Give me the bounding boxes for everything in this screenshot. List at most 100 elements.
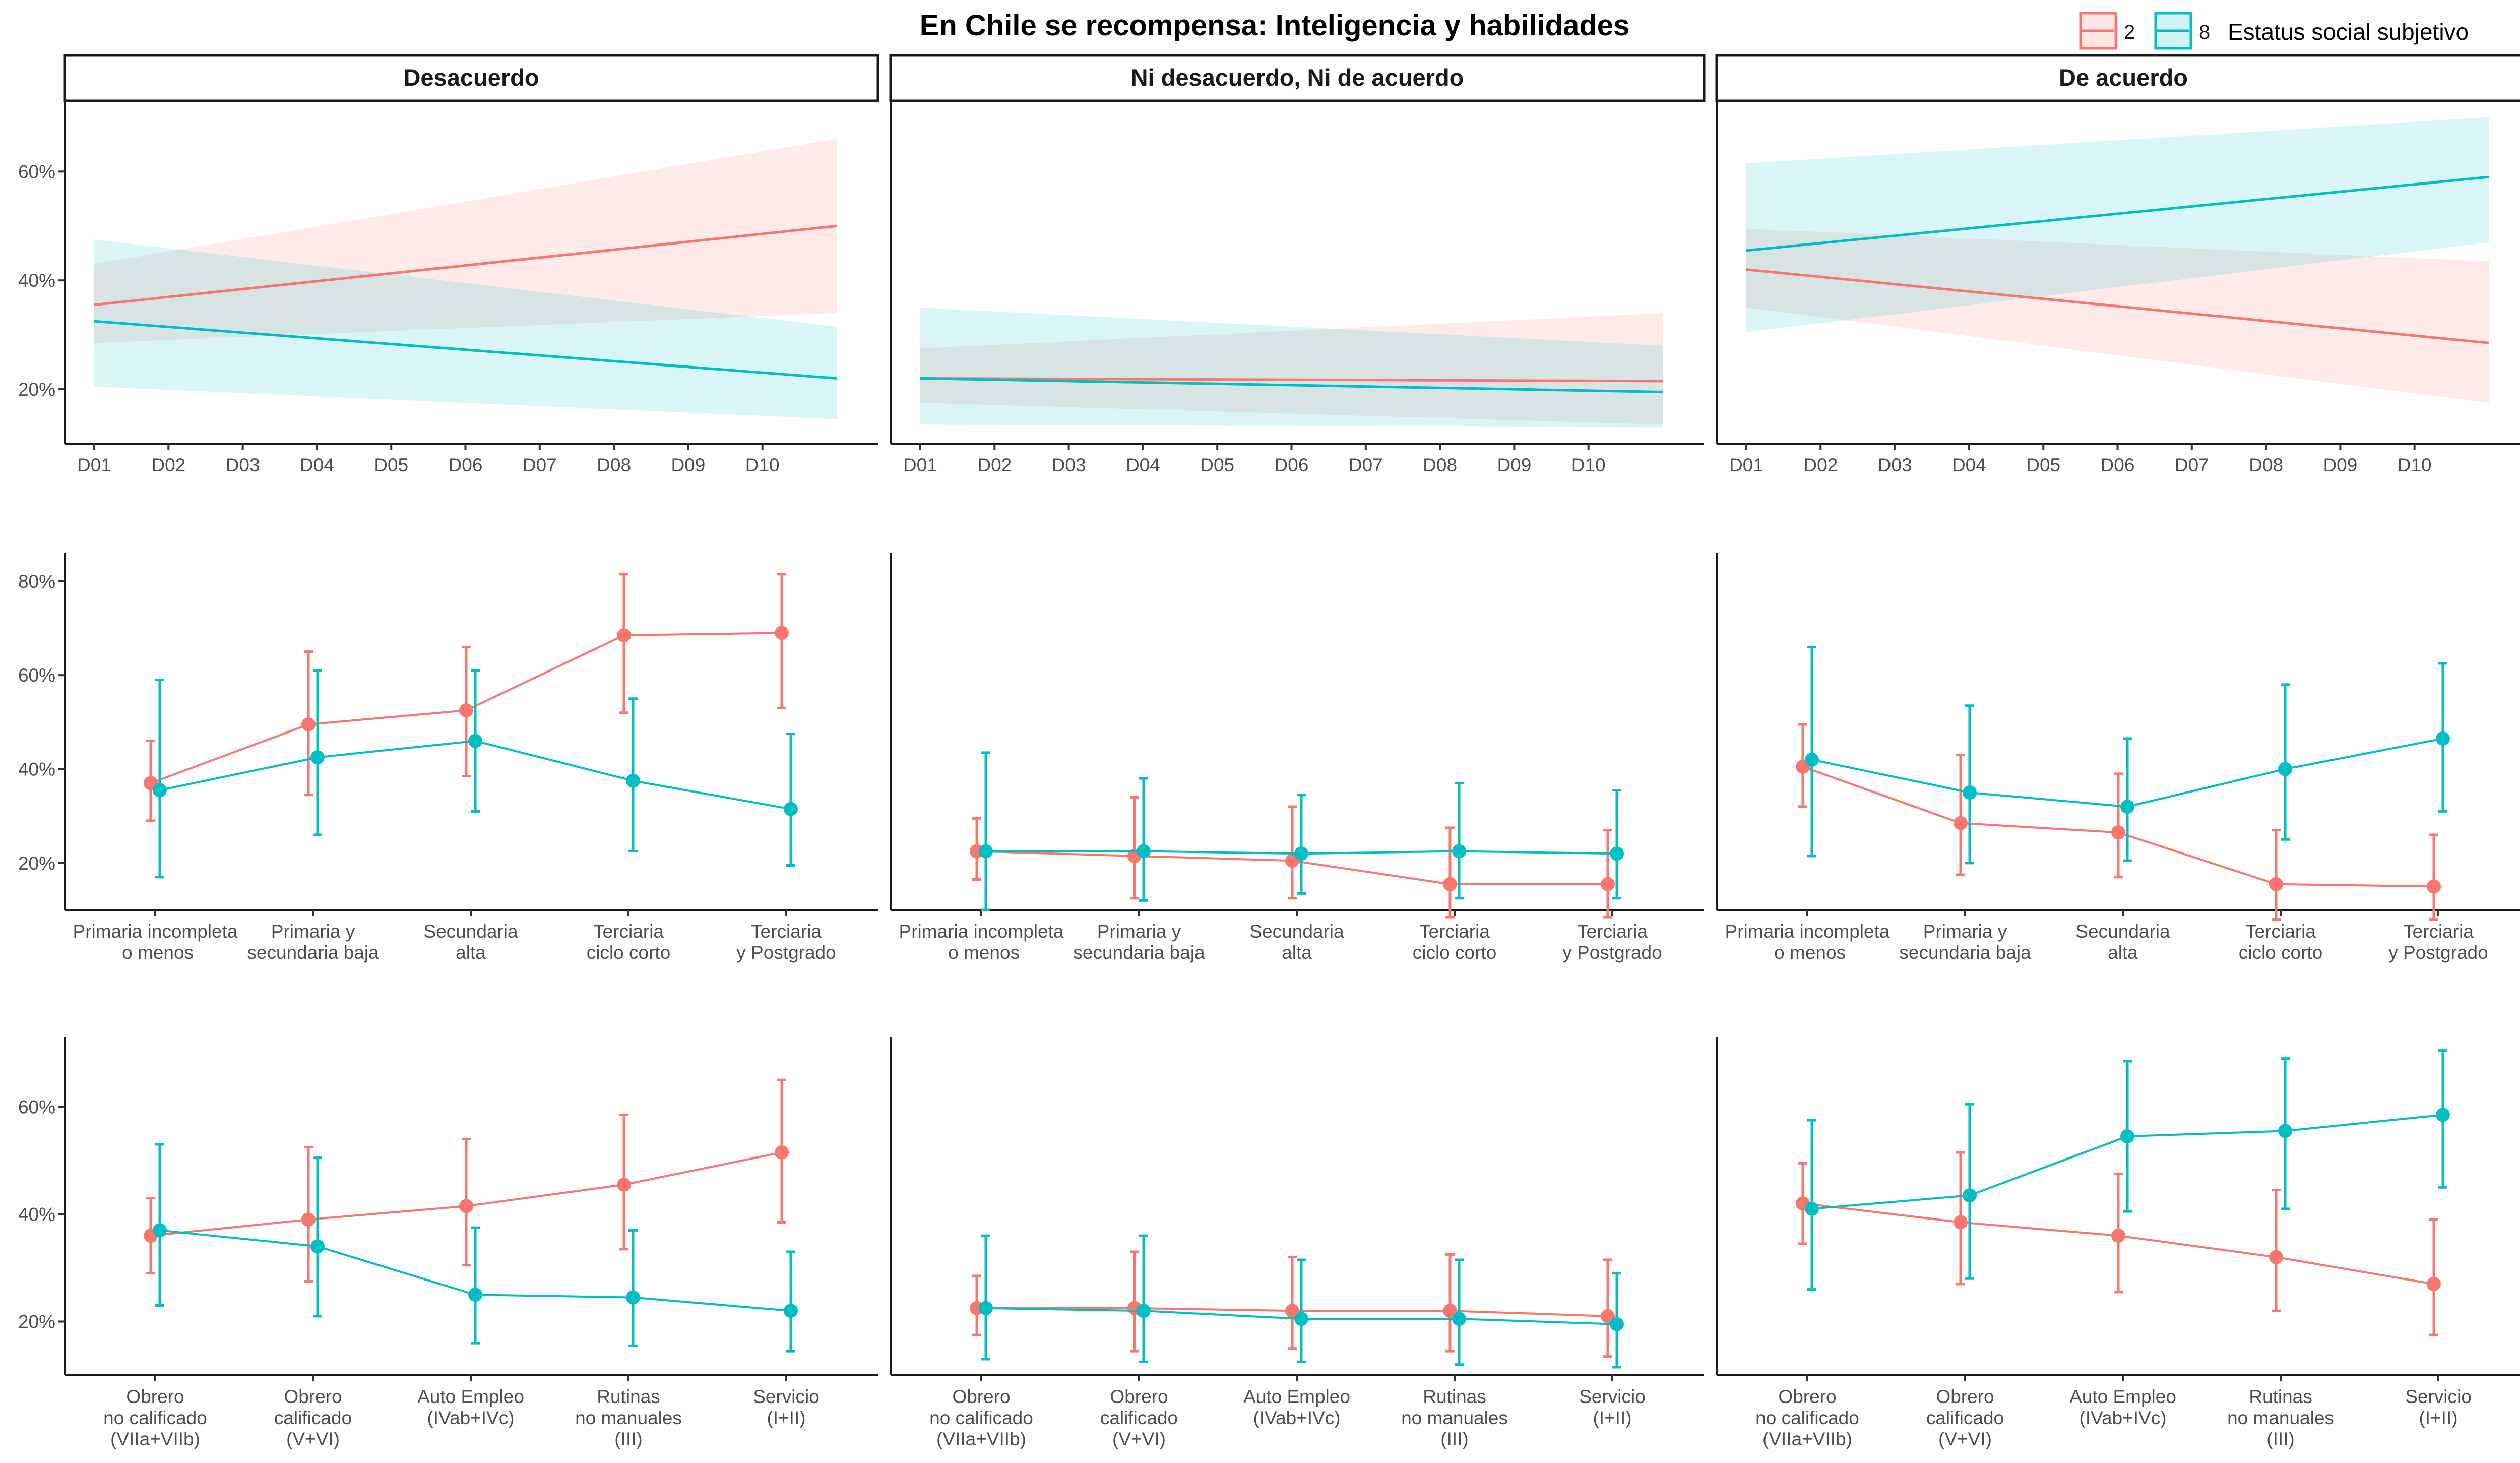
x-tick-label-line: D02 [977, 455, 1012, 475]
x-tick-label: D05 [374, 455, 408, 475]
legend-title: Estatus social subjetivo [2228, 19, 2469, 45]
x-tick-label-line: Primaria incompleta [1725, 921, 1890, 942]
ci-ribbon-2 [1746, 228, 2489, 403]
x-tick-label: Obrero calificado (V+VI) [1926, 1386, 2004, 1449]
x-tick-label-line: o menos [943, 942, 1020, 963]
x-tick-label: D03 [226, 455, 260, 475]
x-tick-label: D06 [449, 455, 483, 475]
series-line-8 [1746, 175, 2489, 252]
panel-r2-c0: 20%40%60%Obrero no calificado (VIIa+VIIb)O… [18, 1037, 878, 1449]
x-tick-label: D05 [1200, 455, 1234, 475]
series-line-2 [920, 377, 1663, 383]
x-tick-label-line: (IVab+IVc) [2079, 1408, 2166, 1428]
x-tick-label: Servicio (I+II) [2405, 1386, 2472, 1428]
x-tick-label-line: calificado [274, 1408, 352, 1428]
x-tick-label: Servicio (I+II) [753, 1386, 820, 1428]
series-line-2 [1746, 268, 2489, 344]
data-point-8 [468, 1288, 482, 1302]
x-tick-label: D04 [1952, 455, 1986, 475]
x-tick-label-line: (III) [2266, 1429, 2294, 1449]
x-tick-label: D10 [1571, 455, 1606, 475]
x-tick-label: D07 [1349, 455, 1383, 475]
x-tick-label-line: Auto Empleo [417, 1386, 524, 1407]
y-tick-label: 20% [18, 853, 55, 874]
data-point-2 [459, 1199, 473, 1213]
x-tick-label-line: ciclo corto [587, 942, 671, 963]
x-tick-label-line: D08 [597, 455, 631, 475]
x-tick-label-line: D06 [2101, 455, 2135, 475]
x-tick-label-line: secundaria baja [1899, 942, 2031, 963]
x-tick-label-line: D04 [300, 455, 334, 475]
x-tick-label-line: (I+II) [767, 1408, 805, 1428]
x-tick-label-line: D03 [226, 455, 260, 475]
x-tick-label-line: Terciaria [2245, 921, 2316, 942]
x-tick-label-line: Obrero [284, 1386, 342, 1407]
x-tick-label-line: secundaria baja [247, 942, 379, 963]
ci-ribbon-2 [920, 313, 1663, 425]
data-point-2 [2427, 1276, 2441, 1291]
x-tick-label: D06 [1275, 455, 1309, 475]
data-point-2 [775, 626, 789, 640]
x-tick-label: D08 [2249, 455, 2283, 475]
x-tick-label-line: no manuales [575, 1408, 682, 1428]
data-point-8 [2436, 1108, 2450, 1122]
data-point-8 [784, 1304, 798, 1318]
data-point-8 [1137, 844, 1151, 859]
data-point-8 [1805, 1201, 1819, 1216]
x-tick-label-line: Rutinas [597, 1386, 660, 1407]
y-tick-label: 20% [18, 1311, 55, 1332]
x-tick-label: Secundaria alta [2075, 921, 2170, 963]
x-tick-label: D04 [1126, 455, 1160, 475]
legend-label-8: 8 [2199, 21, 2210, 43]
x-tick-label-line: D04 [1126, 455, 1160, 475]
x-tick-label-line: D09 [1497, 455, 1531, 475]
x-tick-label: Secundaria alta [423, 921, 518, 963]
x-tick-label-line: (IVab+IVc) [1253, 1408, 1340, 1428]
facet-strip-1 [889, 54, 1706, 102]
data-point-2 [301, 717, 316, 732]
facet-label-0: Desacuerdo [403, 64, 539, 91]
data-point-2 [617, 1177, 631, 1192]
data-point-2 [1954, 816, 1968, 830]
legend-label-2: 2 [2124, 21, 2135, 43]
data-point-2 [2111, 1229, 2125, 1243]
series-line-8 [94, 320, 837, 380]
x-tick-label-line: D05 [2026, 455, 2060, 475]
x-tick-label-line: Servicio [753, 1386, 820, 1407]
x-tick-label-line: Secundaria [2075, 921, 2170, 942]
x-tick-label-line: Terciaria [2403, 921, 2474, 942]
facet-strip-0 [63, 54, 879, 102]
x-tick-label-line: D03 [1878, 455, 1912, 475]
x-tick-label-line: no calificado [1755, 1408, 1859, 1428]
x-tick-label-line: y Postgrado [2388, 942, 2488, 963]
x-tick-label: Rutinas no manuales (III) [1401, 1386, 1508, 1449]
x-tick-label-line: Servicio [1579, 1386, 1646, 1407]
x-tick-label: Auto Empleo (IVab+IVc) [1243, 1386, 1350, 1428]
x-tick-label-line: o menos [117, 942, 194, 963]
legend-item-2: 2 [2079, 12, 2135, 50]
x-tick-label: Rutinas no manuales (III) [2227, 1386, 2334, 1449]
x-tick-label: Auto Empleo (IVab+IVc) [2069, 1386, 2176, 1428]
series-line-2 [94, 224, 837, 307]
x-tick-label-line: D01 [903, 455, 937, 475]
x-tick-label-line: D01 [1729, 455, 1763, 475]
x-tick-label: D01 [903, 455, 937, 475]
x-tick-label-line: (VIIa+VIIb) [110, 1429, 200, 1449]
x-tick-label-line: D07 [2175, 455, 2209, 475]
x-tick-label: Terciaria ciclo corto [587, 921, 671, 963]
x-tick-label-line: D08 [2249, 455, 2283, 475]
x-tick-label: Terciaria ciclo corto [1413, 921, 1497, 963]
x-tick-label-line: alta [2108, 942, 2138, 963]
data-point-8 [1963, 1188, 1977, 1203]
x-tick-label: D02 [151, 455, 185, 475]
data-point-8 [153, 1223, 167, 1238]
x-tick-label: D03 [1878, 455, 1912, 475]
x-tick-label-line: Obrero [1110, 1386, 1168, 1407]
y-tick-label: 80% [18, 571, 55, 592]
data-point-8 [2278, 1124, 2292, 1138]
x-tick-label: Secundaria alta [1249, 921, 1344, 963]
x-tick-label-line: alta [456, 942, 486, 963]
data-point-2 [2269, 877, 2283, 891]
x-tick-label-line: y Postgrado [1562, 942, 1662, 963]
data-point-8 [1294, 1312, 1308, 1326]
